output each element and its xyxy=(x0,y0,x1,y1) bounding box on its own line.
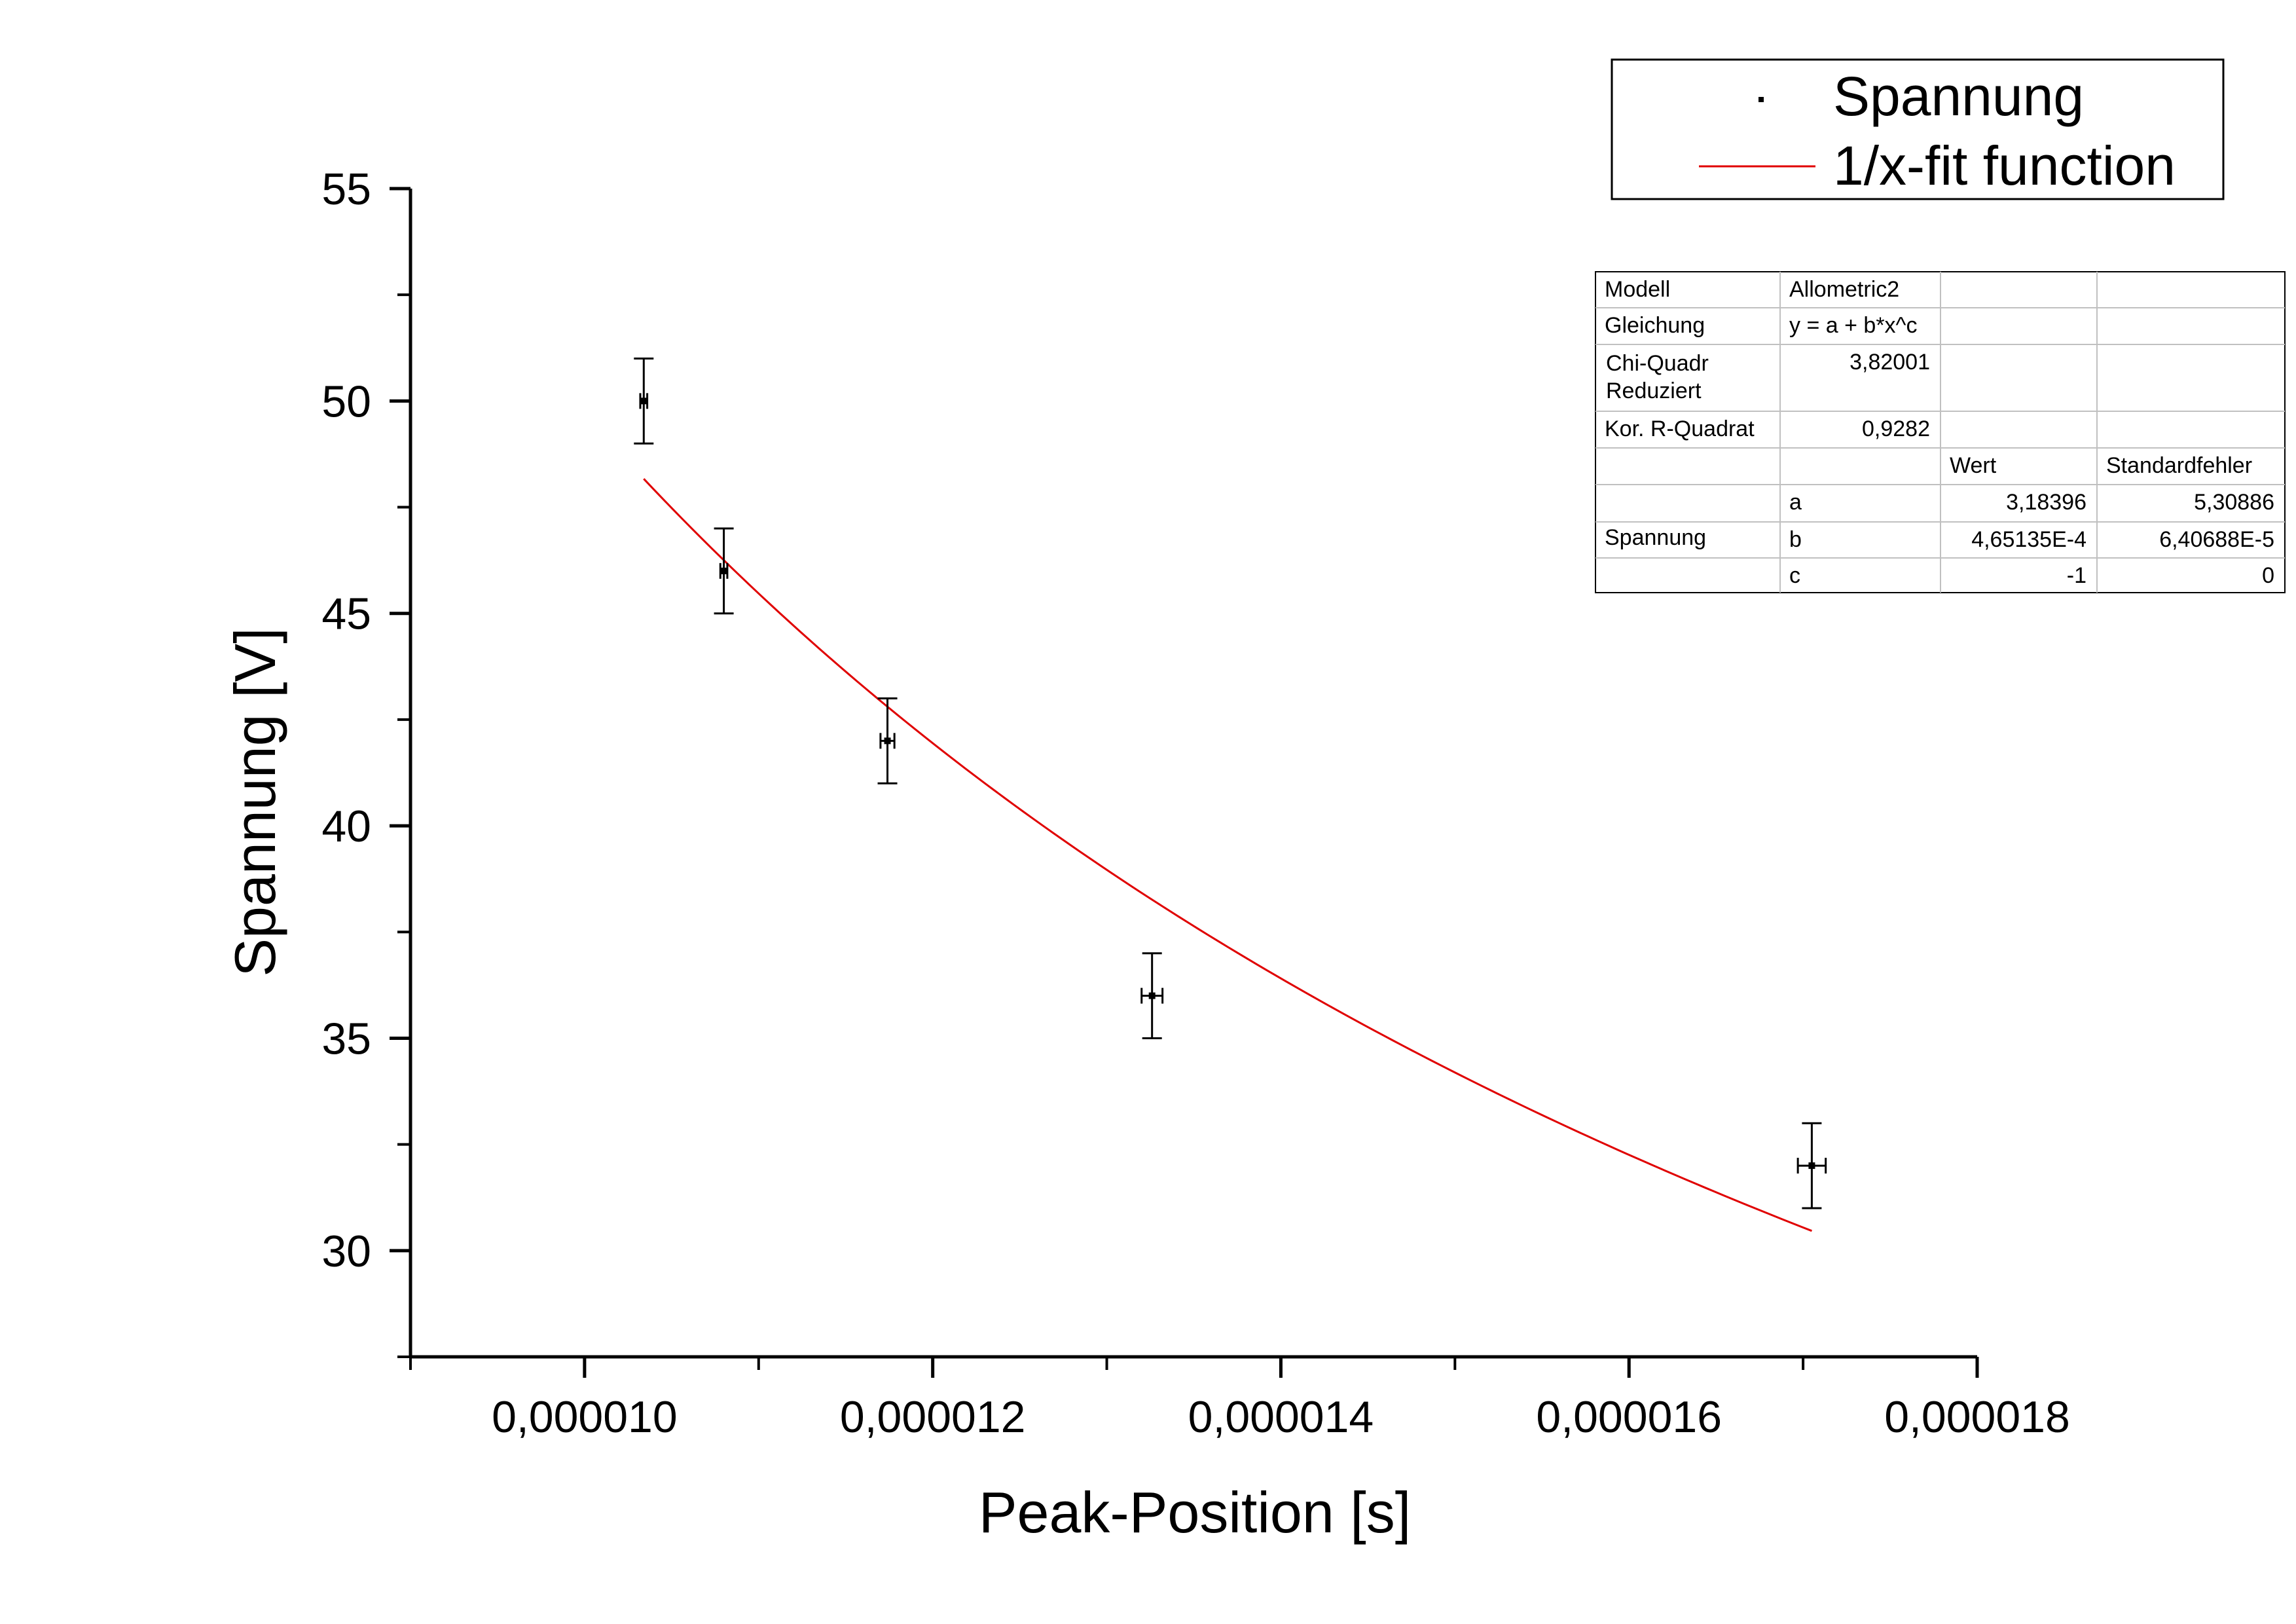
table-cell: Kor. R-Quadrat xyxy=(1605,416,1755,441)
table-cell: 0 xyxy=(2262,563,2274,588)
x-tick-label: 0,000018 xyxy=(1884,1392,2070,1442)
point-marker xyxy=(884,737,891,745)
table-cell: -1 xyxy=(2067,563,2086,588)
legend-label-fit: 1/x-fit function xyxy=(1833,135,2176,196)
table-cell: 0,9282 xyxy=(1862,416,1930,441)
table-cell: 5,30886 xyxy=(2194,490,2274,515)
x-tick-label: 0,000012 xyxy=(840,1392,1026,1442)
table-cell: Gleichung xyxy=(1605,313,1705,338)
table-cell: 3,82001 xyxy=(1850,350,1930,375)
point-marker xyxy=(720,567,727,574)
x-tick-label: 0,000014 xyxy=(1188,1392,1374,1442)
table-cell: Chi-Quadr xyxy=(1606,351,1709,376)
table-cell: Allometric2 xyxy=(1789,277,1899,302)
table-cell: a xyxy=(1789,490,1802,515)
table-cell: b xyxy=(1789,527,1802,552)
legend-frame xyxy=(1611,58,2225,200)
table-cell: Reduziert xyxy=(1606,378,1702,403)
table-cell: Spannung xyxy=(1605,525,1706,550)
table-cell: y = a + b*x^c xyxy=(1789,313,1918,338)
point-marker xyxy=(1808,1162,1815,1170)
y-tick-label: 45 xyxy=(321,589,371,639)
fit-parameter-table: Modell Allometric2 Gleichung y = a + b*x^c C… xyxy=(1595,271,2286,593)
y-tick-label: 30 xyxy=(321,1227,371,1276)
series-layer xyxy=(634,357,1827,1232)
table-cell: 6,40688E-5 xyxy=(2159,527,2274,552)
point-marker xyxy=(640,397,647,405)
data-point-1 xyxy=(634,357,654,445)
x-tick-label: 0,000016 xyxy=(1536,1392,1722,1442)
legend-label-spannung: Spannung xyxy=(1833,65,2084,127)
legend-marker-spannung xyxy=(1758,97,1764,102)
table-cell: 3,18396 xyxy=(2006,490,2086,515)
y-tick-label: 35 xyxy=(321,1014,371,1063)
table-cell: Wert xyxy=(1950,453,1997,478)
y-tick-label: 40 xyxy=(321,802,371,851)
fit-line xyxy=(643,478,1812,1232)
table-cell: 4,65135E-4 xyxy=(1971,527,2086,552)
data-point-3 xyxy=(877,697,898,784)
data-point-2 xyxy=(714,527,734,615)
table-cell: Standardfehler xyxy=(2106,453,2252,478)
y-tick-label: 55 xyxy=(321,164,371,214)
data-point-4 xyxy=(1140,952,1164,1039)
point-marker xyxy=(1148,992,1156,999)
x-axis-title: Peak-Position [s] xyxy=(979,1480,1411,1545)
table-cell: Modell xyxy=(1605,277,1670,302)
y-tick-label: 50 xyxy=(321,377,371,426)
x-tick-label: 0,000010 xyxy=(492,1392,678,1442)
table-cell: c xyxy=(1789,563,1800,588)
legend: Spannung 1/x-fit function xyxy=(1611,58,2225,200)
data-point-5 xyxy=(1796,1122,1827,1209)
axes: 0,000010 0,000012 0,000014 0,000016 0,000018… xyxy=(321,164,2069,1442)
y-axis-title: Spannung [V] xyxy=(223,627,287,976)
